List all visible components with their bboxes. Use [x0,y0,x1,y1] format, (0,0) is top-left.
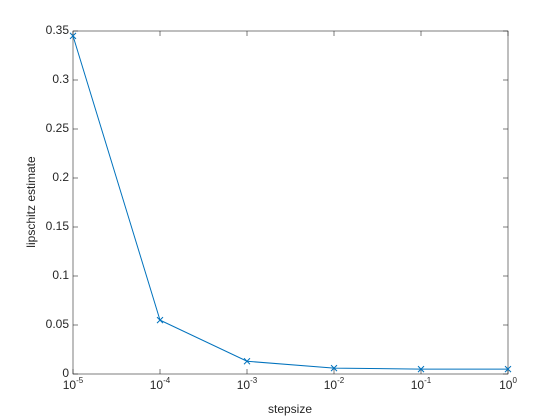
x-tick-label: 100 [499,376,517,392]
data-marker [417,365,425,373]
y-tick-label: 0.25 [46,121,70,135]
x-tick-label: 10-3 [237,376,258,392]
data-line [72,35,508,370]
y-tick-label: 0.15 [46,219,70,233]
y-tick-label: 0.1 [52,268,69,282]
data-marker [69,32,77,40]
data-marker [156,316,164,324]
y-tick-label: 0 [62,366,69,380]
x-tick-label: 10-1 [411,376,432,392]
x-tick-label: 10-2 [324,376,345,392]
y-tick-label: 0.35 [46,23,70,37]
y-tick-label: 0.05 [46,317,70,331]
y-axis-label: lipschitz estimate [24,156,38,248]
data-marker [243,357,251,365]
data-marker [330,364,338,372]
x-tick-label: 10-5 [63,376,84,392]
y-tick-label: 0.3 [52,72,69,86]
x-axis-label: stepsize [268,402,312,416]
x-tick-label: 10-4 [150,376,171,392]
y-tick-label: 0.2 [52,170,69,184]
data-marker [504,365,512,373]
axes-box [72,30,509,375]
